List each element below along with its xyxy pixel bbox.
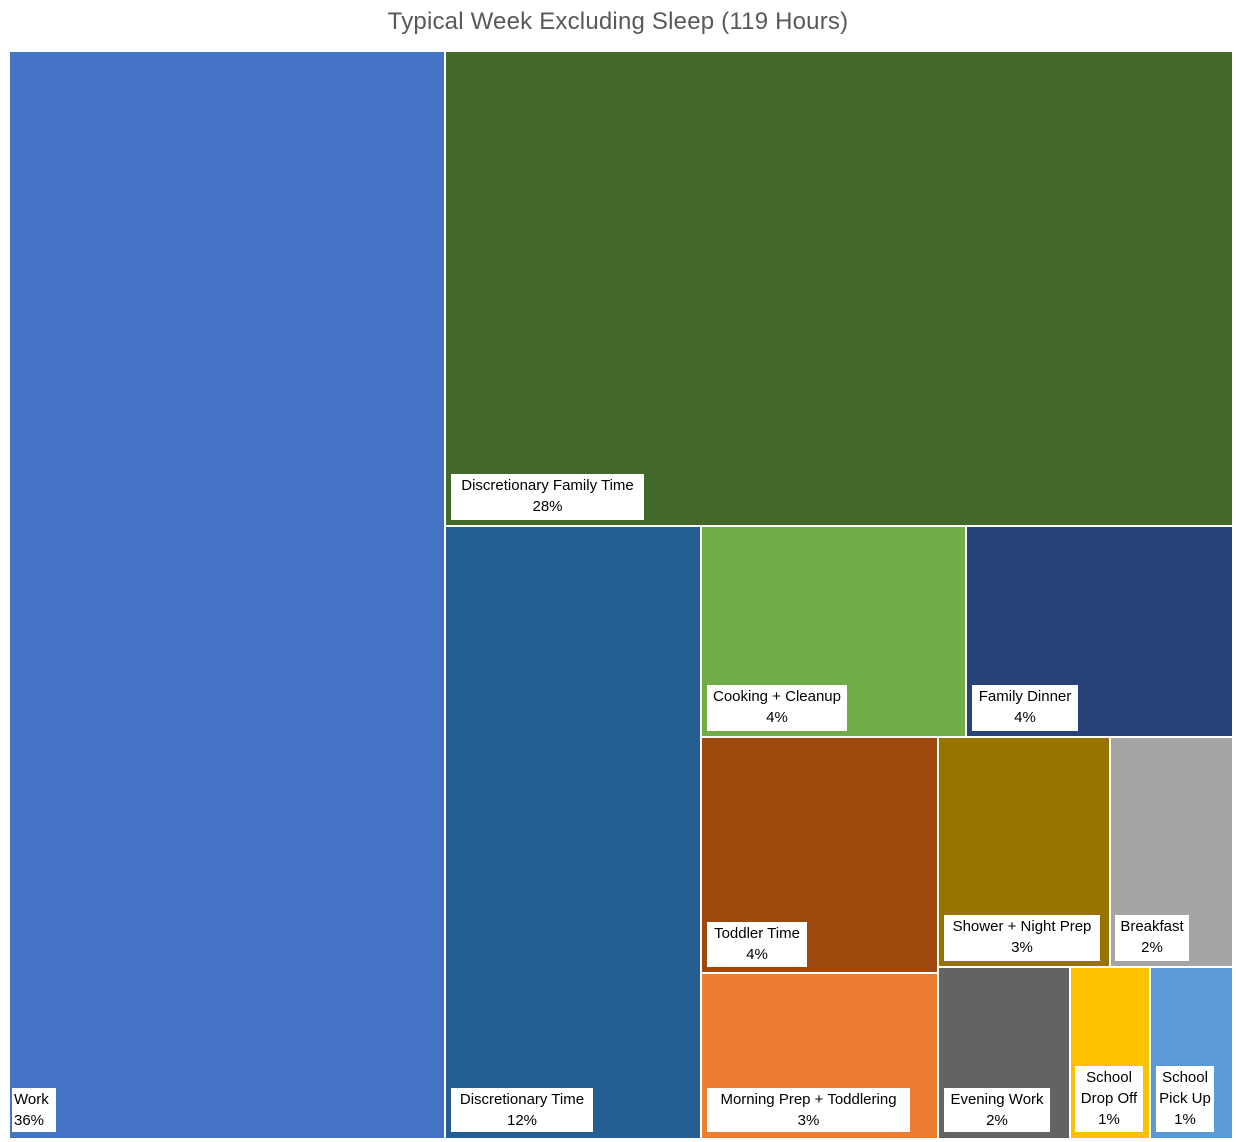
tile-name: School Drop Off	[1080, 1069, 1138, 1107]
tile-percent: 4%	[1014, 709, 1036, 726]
tile-label-evening-work: Evening Work 2%	[944, 1088, 1050, 1132]
chart-title: Typical Week Excluding Sleep (119 Hours)	[387, 8, 849, 35]
tile-percent: 2%	[1141, 939, 1163, 956]
tile-percent: 12%	[506, 1112, 538, 1129]
tile-percent: 4%	[766, 709, 788, 726]
tile-percent: 2%	[986, 1112, 1008, 1129]
tile-name: Discretionary Family Time	[461, 477, 634, 494]
tile-label-cooking-plus-cleanup: Cooking + Cleanup 4%	[707, 685, 847, 731]
tile-label-breakfast: Breakfast 2%	[1115, 915, 1189, 961]
tile-name: Evening Work	[950, 1091, 1044, 1108]
tile-label-school-drop-off: School Drop Off 1%	[1075, 1066, 1143, 1132]
tile-percent: 28%	[532, 498, 563, 515]
tile-label-shower-plus-night-prep: Shower + Night Prep 3%	[944, 915, 1100, 961]
tile-percent: 4%	[746, 946, 768, 963]
tile-label-work: Work 36%	[12, 1088, 56, 1132]
tile-work	[8, 50, 446, 1140]
tile-name: Toddler Time	[714, 925, 800, 942]
tile-discretionary-family-time	[444, 50, 1234, 527]
tile-percent: 1%	[1174, 1111, 1196, 1128]
tile-label-family-dinner: Family Dinner 4%	[972, 685, 1078, 731]
tile-label-discretionary-time: Discretionary Time 12%	[451, 1088, 593, 1132]
tile-name: Morning Prep + Toddlering	[720, 1091, 897, 1108]
tile-name: Discretionary Time	[459, 1091, 585, 1108]
tile-percent: 36%	[14, 1112, 45, 1129]
tile-name: Family Dinner	[978, 688, 1072, 705]
tile-name: Shower + Night Prep	[952, 918, 1092, 935]
tile-label-school-pick-up: School Pick Up 1%	[1156, 1066, 1214, 1132]
tile-label-morning-prep-plus-toddlering: Morning Prep + Toddlering 3%	[707, 1088, 910, 1132]
tile-discretionary-time	[444, 525, 702, 1140]
tile-name: Breakfast	[1120, 918, 1184, 935]
tile-percent: 1%	[1098, 1111, 1120, 1128]
tile-label-discretionary-family-time: Discretionary Family Time 28%	[451, 474, 644, 520]
tile-label-toddler-time: Toddler Time 4%	[707, 922, 807, 967]
tile-percent: 3%	[1011, 939, 1033, 956]
tile-name: School Pick Up	[1159, 1069, 1211, 1107]
tile-percent: 3%	[797, 1112, 820, 1129]
tile-name: Cooking + Cleanup	[712, 688, 841, 705]
tile-name: Work	[14, 1091, 49, 1108]
